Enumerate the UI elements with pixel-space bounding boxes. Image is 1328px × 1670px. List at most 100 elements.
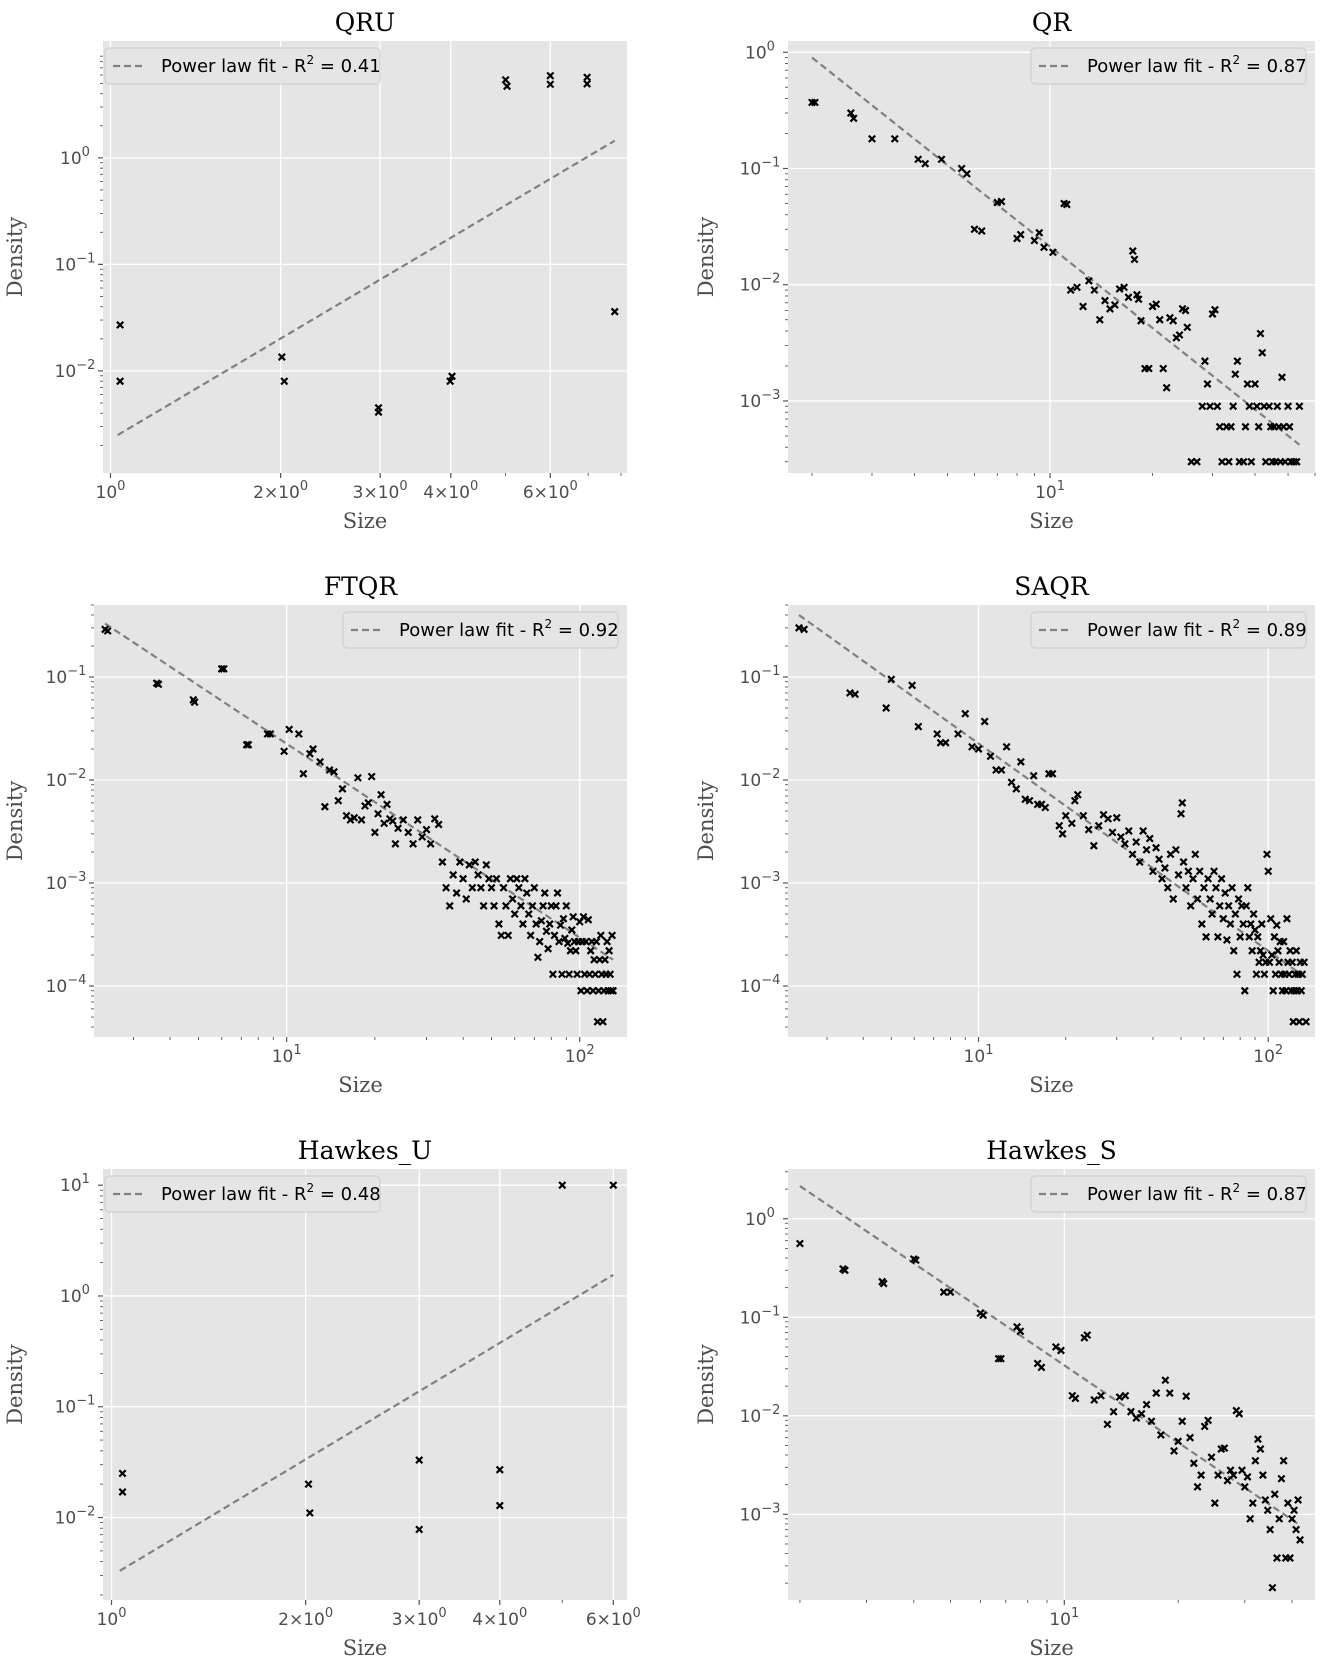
data-point: [316, 757, 325, 766]
data-point: [1197, 1471, 1206, 1480]
data-point: [556, 921, 565, 930]
data-point: [1215, 422, 1224, 431]
data-point: [415, 1525, 424, 1534]
data-point: [1218, 457, 1227, 466]
data-point: [1258, 348, 1267, 357]
data-point: [1183, 323, 1192, 332]
data-point: [1007, 778, 1016, 787]
y-axis-label: Density: [3, 1344, 27, 1425]
legend-label: Power law fit - R2 = 0.89: [1087, 617, 1307, 641]
data-point: [455, 858, 464, 866]
data-point: [537, 916, 546, 925]
data-point: [1126, 1407, 1135, 1416]
data-point: [1002, 742, 1011, 751]
data-point: [542, 927, 551, 936]
data-point: [1211, 883, 1220, 892]
data-point: [1258, 1471, 1267, 1480]
x-axis-label: Size: [1029, 1073, 1074, 1097]
data-point: [1251, 379, 1260, 388]
data-point: [494, 920, 503, 928]
plot-area: [788, 1169, 1315, 1600]
data-point: [399, 815, 408, 824]
data-point: [1248, 946, 1257, 955]
subplot-saqr: 101 102 10−4 10−3 10−2 10−1 SAQR Size Density Pow…: [694, 572, 1315, 1097]
x-tick-label: 100: [97, 1606, 127, 1630]
x-tick-label: 101: [964, 1043, 994, 1067]
data-point: [1148, 867, 1157, 876]
data-point: [388, 817, 397, 825]
subplot-ftqr: 101 102 10−4 10−3 10−2 10−1 FTQR Size Density Pow…: [3, 572, 627, 1097]
data-point: [1251, 1456, 1260, 1465]
data-point: [552, 901, 560, 910]
legend-box: [1030, 611, 1307, 649]
data-point: [506, 874, 515, 883]
data-point: [1184, 867, 1193, 876]
data-point: [1246, 920, 1255, 928]
data-point: [1066, 286, 1075, 295]
data-point: [1112, 813, 1121, 822]
data-point: [492, 874, 501, 883]
data-point: [1175, 330, 1184, 339]
data-point: [1181, 306, 1190, 315]
data-point: [1256, 946, 1265, 955]
legend-box: [1030, 47, 1307, 85]
data-point: [1255, 958, 1264, 967]
data-point: [1161, 1376, 1170, 1385]
data-point: [350, 813, 359, 822]
x-tick-label: 2×100: [253, 479, 308, 503]
data-point: [1279, 1456, 1288, 1465]
data-point: [946, 1288, 955, 1297]
data-point: [1272, 921, 1281, 930]
data-point: [584, 915, 593, 924]
plot-marks: [101, 622, 618, 1026]
data-point: [305, 1508, 314, 1517]
data-point: [544, 944, 553, 953]
data-point: [1189, 874, 1197, 883]
data-point: [890, 134, 899, 143]
data-point: [1132, 838, 1141, 847]
data-point: [1058, 829, 1067, 838]
data-point: [607, 986, 616, 995]
data-point: [118, 1469, 127, 1478]
data-point: [1204, 874, 1213, 883]
data-point: [1130, 255, 1139, 264]
data-point: [961, 709, 970, 718]
data-point: [1174, 1437, 1183, 1446]
data-point: [459, 874, 468, 883]
data-point: [937, 155, 946, 164]
data-point: [452, 889, 461, 897]
data-point: [846, 109, 855, 118]
data-point: [996, 1354, 1005, 1363]
data-point: [1192, 457, 1201, 466]
data-point: [409, 839, 418, 848]
data-point: [800, 625, 809, 634]
data-point: [1248, 1499, 1257, 1508]
y-tick-label: 10−2: [46, 767, 87, 791]
plot-marks: [118, 1181, 618, 1572]
data-point: [579, 912, 588, 921]
data-point: [548, 970, 557, 979]
data-point: [474, 870, 483, 879]
data-point: [1240, 1482, 1249, 1491]
data-point: [939, 1288, 948, 1297]
data-point: [426, 839, 435, 848]
y-tick-label: 10−3: [46, 870, 87, 894]
data-point: [546, 80, 555, 89]
y-tick-label: 10−1: [740, 664, 781, 688]
data-point: [1254, 422, 1263, 431]
data-point: [558, 970, 566, 979]
data-point: [1061, 811, 1070, 820]
y-tick-label: 100: [60, 1283, 90, 1307]
data-point: [1208, 310, 1217, 318]
data-point: [1239, 920, 1248, 928]
data-point: [608, 931, 617, 940]
data-point: [374, 408, 383, 417]
x-tick-label: 101: [272, 1043, 302, 1067]
data-point: [1226, 920, 1235, 928]
data-point: [1246, 1514, 1255, 1523]
data-point: [1041, 803, 1050, 812]
data-point: [510, 910, 519, 919]
data-point: [1203, 379, 1212, 388]
data-point: [1189, 1459, 1198, 1468]
